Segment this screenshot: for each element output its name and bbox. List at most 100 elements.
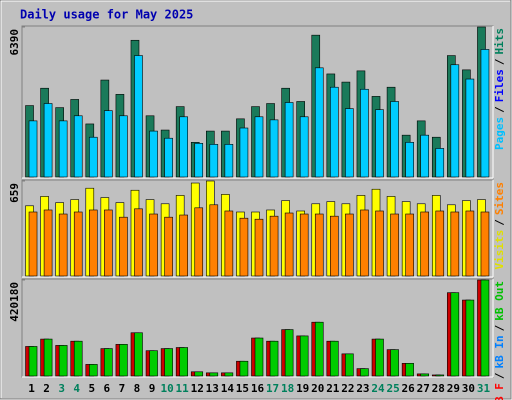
- legend-entry: Hits: [493, 28, 506, 55]
- chart-title: Daily usage for May 2025: [20, 8, 193, 22]
- x-tick-label: 28: [432, 382, 445, 395]
- x-tick-label: 30: [462, 382, 475, 395]
- bar: [119, 115, 128, 178]
- x-tick-label: 26: [402, 382, 416, 395]
- x-tick-label: 27: [417, 382, 430, 395]
- x-tick-label: 16: [251, 382, 265, 395]
- x-tick-label: 24: [371, 382, 385, 395]
- bar: [314, 67, 324, 178]
- bar: [179, 116, 188, 178]
- bar: [405, 363, 414, 377]
- bar: [149, 213, 158, 277]
- bar: [239, 127, 249, 178]
- x-tick-label: 5: [88, 382, 95, 395]
- bar: [405, 142, 414, 178]
- bar: [330, 215, 339, 277]
- bar: [149, 350, 158, 377]
- x-tick-label: 13: [206, 382, 219, 395]
- bar: [345, 213, 354, 277]
- bar: [284, 329, 294, 377]
- bar: [224, 210, 234, 277]
- bar: [375, 210, 384, 277]
- bar: [194, 207, 204, 277]
- bar: [58, 345, 68, 377]
- bar: [284, 212, 294, 277]
- bar: [224, 372, 234, 377]
- bar: [345, 353, 354, 377]
- x-tick-label: 23: [356, 382, 369, 395]
- bar: [28, 211, 38, 277]
- bar: [420, 373, 430, 377]
- x-tick-label: 18: [281, 382, 294, 395]
- x-tick-label: 17: [266, 382, 279, 395]
- bar: [390, 101, 399, 178]
- legend-entry: kB Out: [493, 281, 506, 321]
- x-tick-label: 9: [149, 382, 156, 395]
- bar: [435, 148, 445, 178]
- x-tick-label: 19: [296, 382, 309, 395]
- x-tick-label: 3: [58, 382, 65, 395]
- bar: [43, 209, 53, 277]
- bar: [314, 321, 324, 377]
- x-tick-label: 25: [386, 382, 399, 395]
- bar: [269, 119, 279, 178]
- bar: [179, 214, 188, 277]
- x-tick-label: 4: [73, 382, 80, 395]
- x-tick-label: 15: [236, 382, 249, 395]
- bar: [375, 109, 384, 178]
- y-tick-label: 6390: [8, 29, 21, 56]
- bar: [254, 337, 264, 377]
- bar: [480, 279, 490, 377]
- bar: [330, 340, 339, 377]
- bar: [43, 103, 53, 178]
- x-tick-label: 8: [134, 382, 141, 395]
- y-tick-label: 420180: [8, 282, 21, 322]
- legend: Visits / Sites: [493, 182, 506, 270]
- bar: [299, 213, 309, 277]
- bar: [450, 292, 460, 377]
- bar: [375, 338, 384, 377]
- bar: [209, 204, 219, 277]
- legend-entry: Visits: [493, 230, 506, 270]
- bar: [73, 340, 83, 377]
- bar: [299, 335, 309, 377]
- bar: [480, 49, 490, 178]
- bar: [88, 364, 98, 377]
- bar: [405, 213, 414, 277]
- bar: [104, 110, 113, 178]
- bar: [299, 116, 309, 178]
- legend-entry: /: [493, 372, 506, 379]
- bar: [104, 209, 113, 277]
- x-tick-label: 7: [119, 382, 126, 395]
- bar: [134, 55, 143, 178]
- bar: [134, 208, 143, 277]
- bar: [269, 340, 279, 377]
- x-tick-label: 6: [104, 382, 111, 395]
- bar: [194, 143, 204, 178]
- x-tick-label: 21: [326, 382, 340, 395]
- x-tick-label: 31: [477, 382, 491, 395]
- bar: [390, 213, 399, 277]
- bar: [269, 215, 279, 277]
- bar: [164, 137, 173, 178]
- bar: [314, 213, 324, 277]
- bar: [360, 88, 369, 178]
- bar: [435, 374, 445, 377]
- legend: kB F / kB In / kB Out: [493, 281, 506, 400]
- x-tick-label: 12: [191, 382, 204, 395]
- bar: [73, 211, 83, 277]
- bar: [330, 86, 339, 178]
- bar: [345, 108, 354, 178]
- legend-entry: Sites: [493, 182, 506, 215]
- x-tick-label: 29: [447, 382, 460, 395]
- x-tick-label: 22: [341, 382, 354, 395]
- bar: [239, 360, 249, 377]
- bar: [480, 211, 490, 277]
- bar: [360, 368, 369, 377]
- x-tick-label: 20: [311, 382, 324, 395]
- bar: [224, 144, 234, 178]
- bar: [254, 218, 264, 277]
- bar: [88, 209, 98, 277]
- x-tick-label: 14: [221, 382, 235, 395]
